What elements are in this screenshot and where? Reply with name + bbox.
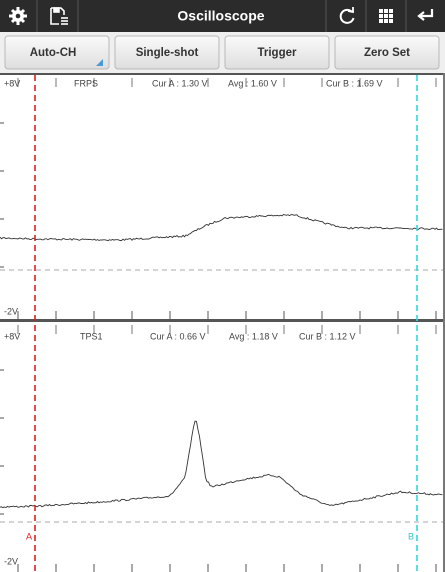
button-label[interactable]: Single-shot bbox=[136, 47, 199, 59]
button[interactable]: Auto-CH bbox=[4, 35, 110, 70]
cursor-b-label: B bbox=[408, 531, 414, 541]
dropdown-indicator bbox=[96, 59, 103, 66]
button[interactable]: Trigger bbox=[224, 35, 330, 70]
avg-label: Avg : 1.18 V bbox=[229, 331, 278, 341]
toolbar bbox=[0, 0, 445, 32]
grid-icon[interactable] bbox=[379, 9, 393, 23]
settings-icon[interactable] bbox=[9, 7, 27, 25]
panel-border bbox=[443, 73, 445, 572]
panel-divider bbox=[0, 319, 445, 322]
waveform-trace bbox=[0, 214, 443, 242]
button-face[interactable] bbox=[114, 35, 220, 70]
scope-panel: +8V -2V TPS1 Cur A : 0.66 V Avg : 1.18 V Cur … bbox=[0, 325, 443, 572]
scope-panel: +8V -2V FRPS Cur A : 1.30 V Avg : 1.60 V Cur … bbox=[0, 78, 443, 319]
avg-label: Avg : 1.60 V bbox=[228, 78, 277, 88]
button[interactable]: Zero Set bbox=[334, 35, 440, 70]
channel-label: TPS1 bbox=[80, 331, 103, 341]
range-max-label: +8V bbox=[4, 331, 20, 341]
toolbar-separators bbox=[36, 0, 407, 32]
waveform-trace bbox=[0, 420, 443, 509]
button-label[interactable]: Trigger bbox=[258, 47, 298, 59]
panel-border bbox=[0, 73, 445, 75]
app-title: Oscilloscope bbox=[177, 8, 264, 24]
button-face[interactable] bbox=[334, 35, 440, 70]
cur-b-label: Cur B : 1.12 V bbox=[299, 331, 356, 341]
button[interactable]: Single-shot bbox=[114, 35, 220, 70]
range-min-label: -2V bbox=[4, 306, 18, 316]
button-label[interactable]: Auto-CH bbox=[30, 47, 77, 59]
button-face[interactable] bbox=[4, 35, 110, 70]
cur-a-label: Cur A : 0.66 V bbox=[150, 331, 206, 341]
cursor-a-label: A bbox=[26, 531, 32, 541]
refresh-icon[interactable] bbox=[339, 7, 355, 24]
range-min-label: -2V bbox=[4, 556, 18, 566]
button-face[interactable] bbox=[224, 35, 330, 70]
range-max-label: +8V bbox=[4, 78, 20, 88]
button-label[interactable]: Zero Set bbox=[364, 47, 410, 59]
channel-label: FRPS bbox=[74, 78, 98, 88]
back-icon[interactable] bbox=[417, 9, 434, 21]
save-icon[interactable] bbox=[50, 7, 68, 25]
cur-a-label: Cur A : 1.30 V bbox=[152, 78, 208, 88]
cur-b-label: Cur B : 1.69 V bbox=[326, 78, 383, 88]
